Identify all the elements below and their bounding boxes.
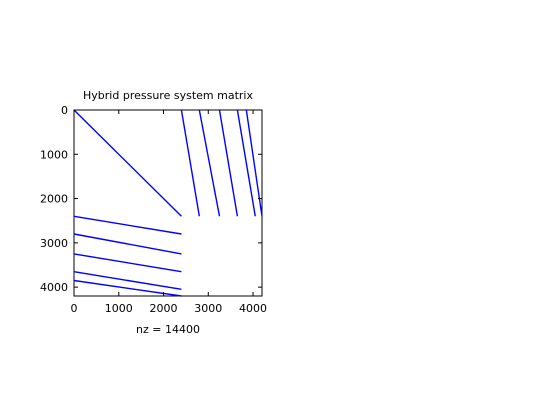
y-tick-label: 0: [61, 104, 68, 117]
nonzero-band-upper-right-band-3: [218, 109, 239, 217]
x-tick-label: 3000: [194, 302, 222, 315]
x-tick-label: 2000: [150, 302, 178, 315]
x-axis-label: nz = 14400: [136, 323, 200, 336]
y-tick-label: 1000: [40, 148, 68, 161]
y-tick-label: 3000: [40, 237, 68, 250]
x-tick-label: 1000: [105, 302, 133, 315]
nonzero-band-upper-right-band-1: [180, 109, 201, 217]
nonzero-band-upper-right-band-2: [198, 109, 221, 217]
y-tick-label: 2000: [40, 193, 68, 206]
x-tick-label: 0: [71, 302, 78, 315]
nonzero-band-upper-right-band-4: [236, 109, 256, 217]
nonzero-band-lower-left-band-2: [73, 233, 182, 255]
nonzero-band-lower-left-band-1: [73, 215, 182, 235]
nonzero-band-lower-left-band-3: [73, 253, 182, 273]
y-tick-label: 4000: [40, 281, 68, 294]
nonzero-band-diagonal: [73, 109, 182, 217]
chart-title: Hybrid pressure system matrix: [83, 89, 253, 102]
nonzero-band-lower-left-band-4: [73, 270, 182, 291]
x-tick-label: 4000: [239, 302, 267, 315]
